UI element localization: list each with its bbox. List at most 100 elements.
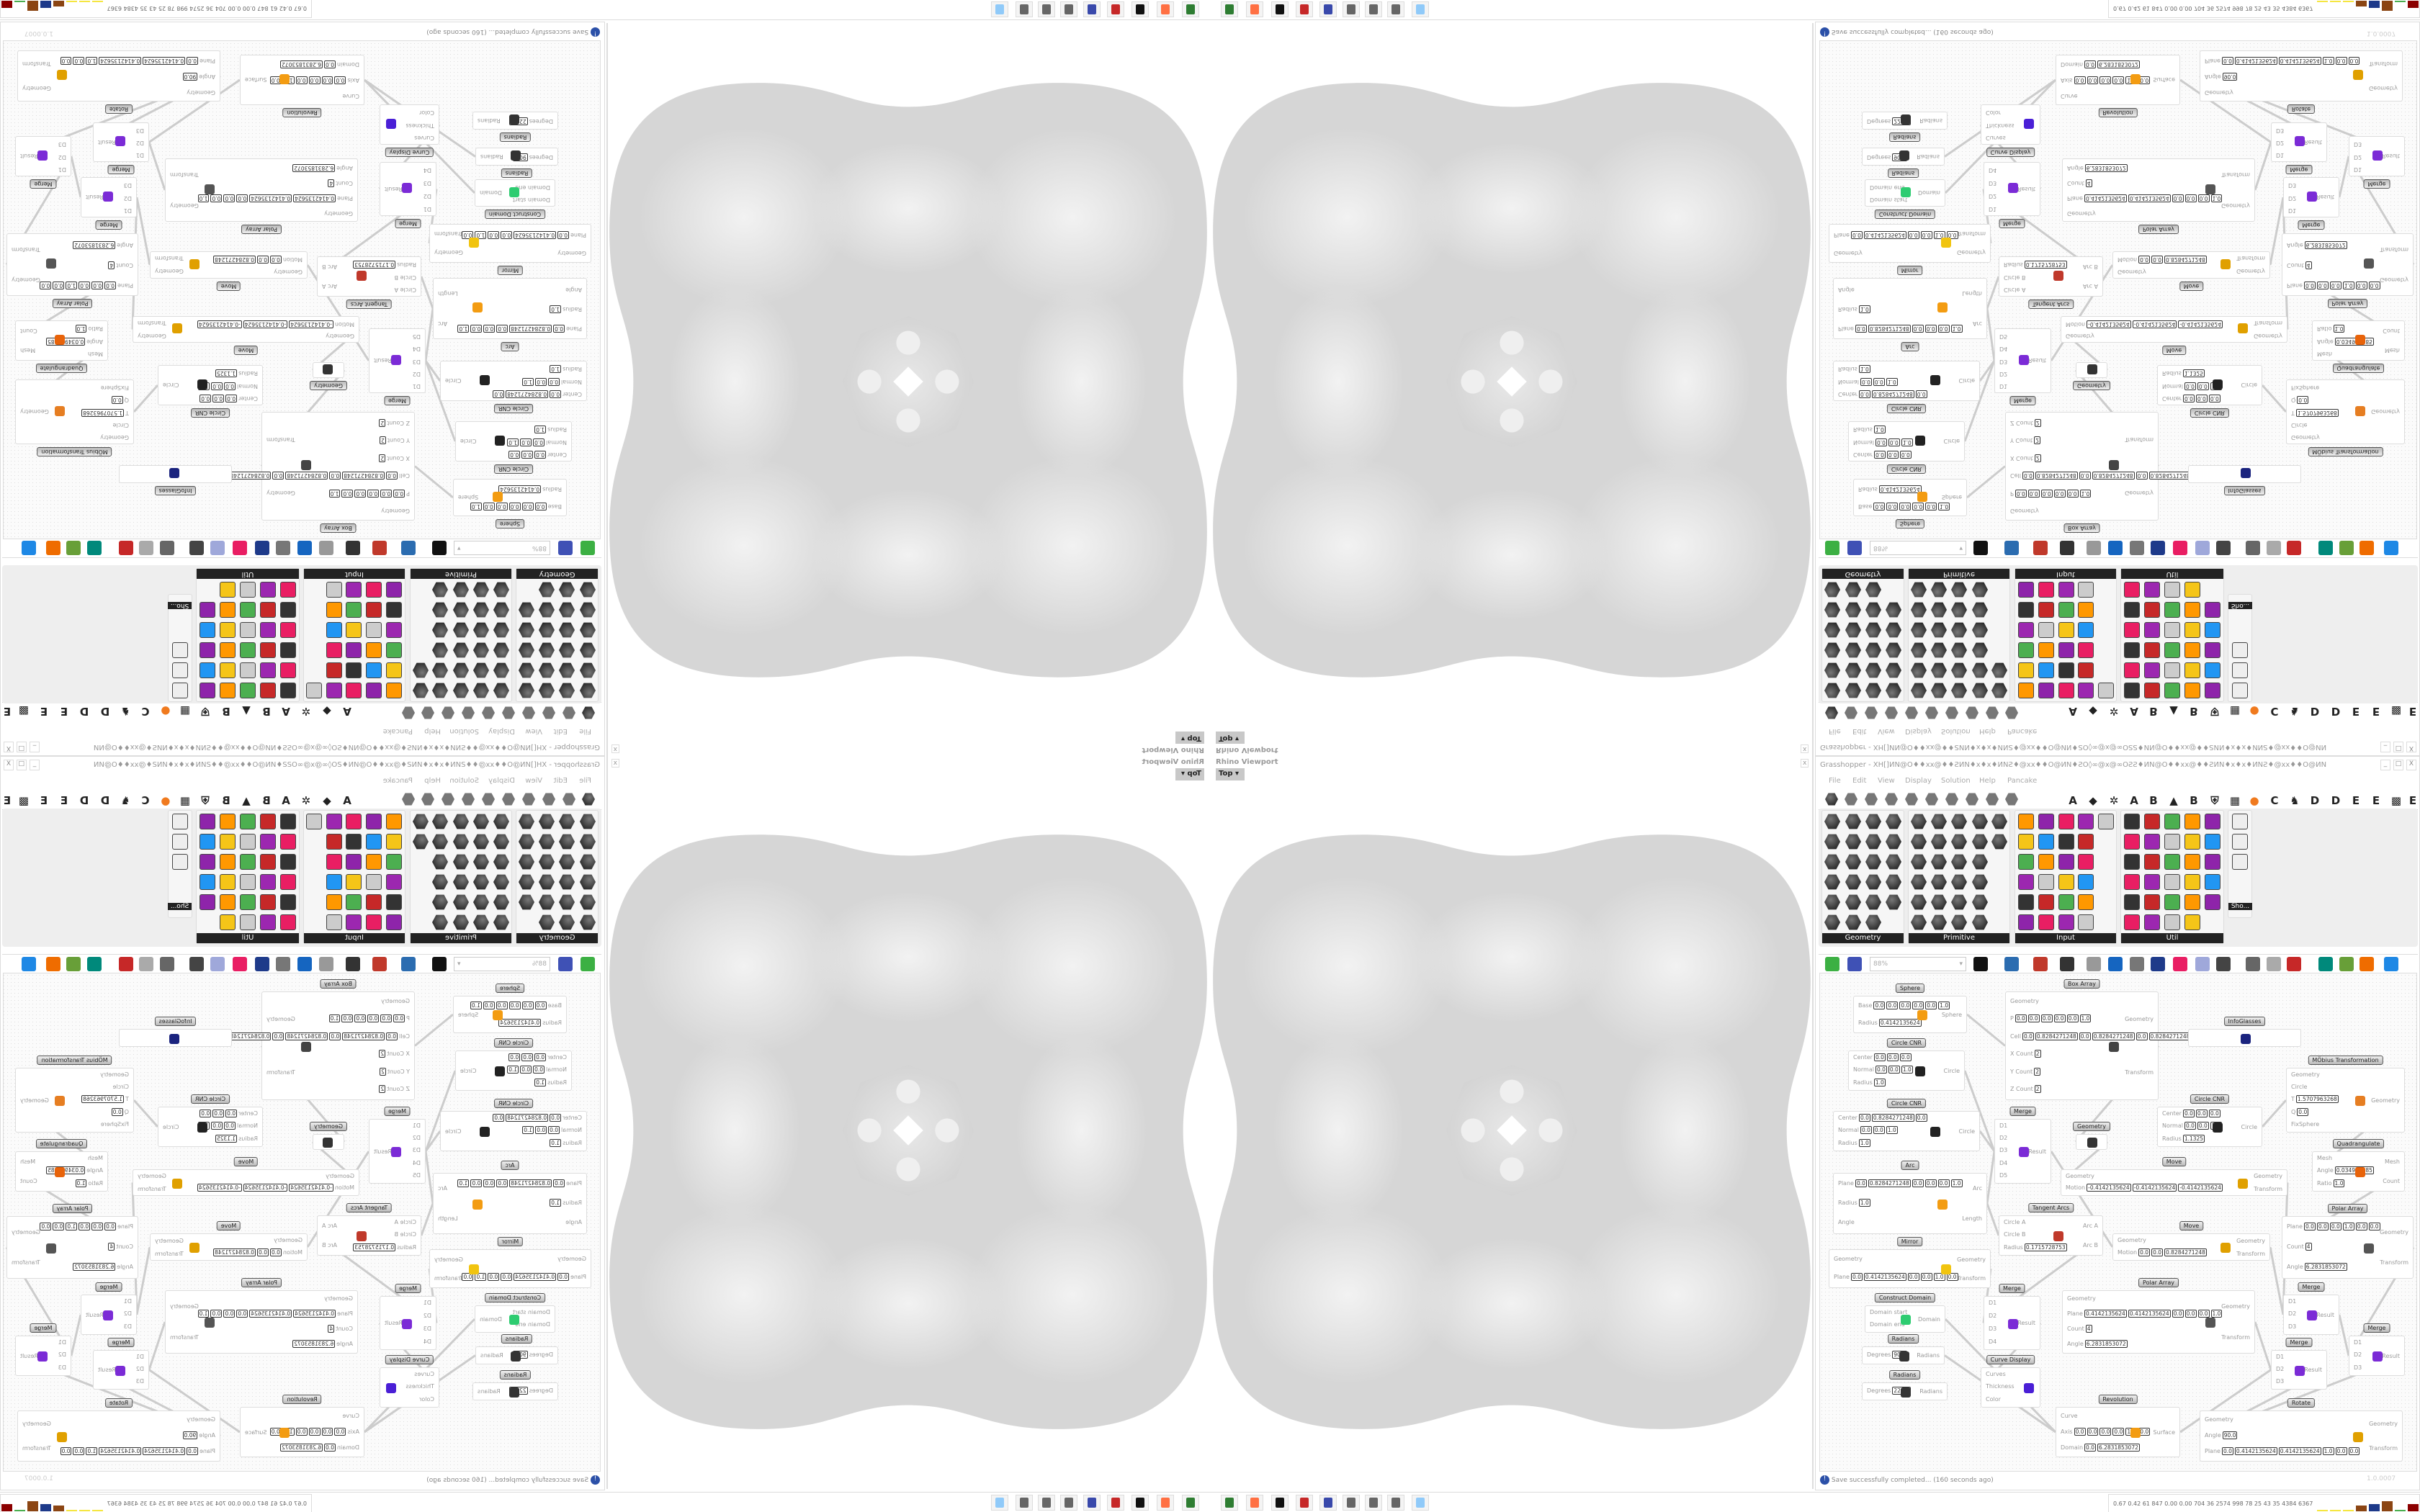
- save-icon[interactable]: [1847, 541, 1862, 555]
- value-field[interactable]: 0.4142135624: [293, 194, 336, 202]
- component-icon[interactable]: [559, 894, 575, 910]
- value-field[interactable]: 0.0: [1873, 377, 1885, 386]
- sets-tab-icon[interactable]: [1865, 706, 1878, 719]
- component-title[interactable]: Rotate: [2287, 104, 2316, 114]
- component-icon[interactable]: [519, 602, 534, 618]
- component-box-array[interactable]: Geometry P 0.0 0.0 0.0 0.0 0.0 1.0 Cell 0.0 0.8284…: [2005, 412, 2192, 521]
- component-icon[interactable]: [326, 814, 342, 829]
- component-icon[interactable]: [280, 894, 296, 910]
- tab-letter[interactable]: ⛨: [2210, 794, 2219, 807]
- value-field[interactable]: 0.0: [2221, 1447, 2233, 1456]
- minimize-button[interactable]: _: [30, 742, 40, 752]
- value-field[interactable]: 1.0: [1858, 305, 1870, 313]
- save-icon[interactable]: [558, 541, 573, 555]
- component-quadrangulate[interactable]: Mesh Angle 0.034906585 Ratio 1.0 Mesh Count: [2312, 320, 2405, 361]
- component-icon[interactable]: [1951, 894, 1967, 910]
- curve-tab-icon[interactable]: [1905, 793, 1918, 806]
- value-field[interactable]: 0.0: [200, 1110, 212, 1118]
- component-icon[interactable]: [2144, 602, 2160, 618]
- component-icon[interactable]: [280, 582, 296, 598]
- component-title[interactable]: Circle CNR: [190, 408, 230, 418]
- component-icon[interactable]: [240, 642, 256, 658]
- component-icon[interactable]: [260, 582, 276, 598]
- value-field[interactable]: 0.8284271248: [228, 472, 272, 480]
- bulb-icon[interactable]: [2195, 957, 2210, 971]
- component-icon[interactable]: [200, 894, 215, 910]
- value-field[interactable]: 0.8284271248: [506, 1114, 549, 1122]
- close-button[interactable]: X: [2406, 742, 2416, 752]
- component-icon[interactable]: [413, 814, 429, 829]
- tab-letter[interactable]: E: [2352, 705, 2360, 718]
- component-title[interactable]: Circle CNR: [190, 1094, 230, 1104]
- value-field[interactable]: 0.0: [2079, 1032, 2091, 1040]
- value-field[interactable]: 1.0: [1886, 1126, 1898, 1135]
- component-title[interactable]: Merge: [95, 220, 122, 230]
- value-field[interactable]: 0.0: [553, 1179, 565, 1187]
- value-field[interactable]: 0.0: [1875, 1066, 1887, 1074]
- component-title[interactable]: Rotate: [104, 104, 133, 114]
- image-icon[interactable]: [276, 957, 290, 971]
- component-merge[interactable]: D1 D2 D3 Result: [15, 136, 71, 176]
- red-box-icon[interactable]: [2287, 957, 2301, 971]
- tab-letter[interactable]: ♞: [2290, 794, 2300, 807]
- value-field[interactable]: 0.1715728753: [353, 1243, 396, 1251]
- value-field[interactable]: 0.4142135624: [2128, 1310, 2171, 1318]
- component-icon[interactable]: [1972, 894, 1988, 910]
- value-field[interactable]: 0.0: [225, 1110, 238, 1118]
- value-field[interactable]: 4: [328, 179, 335, 187]
- tab-letter[interactable]: ◆: [323, 794, 331, 807]
- component-icon[interactable]: [240, 894, 256, 910]
- component-icon[interactable]: [1865, 582, 1881, 598]
- display-tab-icon[interactable]: [402, 793, 415, 806]
- component-icon[interactable]: [1991, 814, 2007, 829]
- value-field[interactable]: 0.0: [2022, 472, 2034, 480]
- panel-label[interactable]: Input: [304, 569, 405, 579]
- value-field[interactable]: 0.1715728753: [353, 261, 396, 269]
- sphere-half-icon[interactable]: [2360, 541, 2374, 555]
- component-icon[interactable]: [1972, 662, 1988, 678]
- menu-help[interactable]: Help: [1979, 777, 1996, 785]
- value-field[interactable]: 0.8284271248: [2035, 1032, 2078, 1040]
- component-title[interactable]: Move: [216, 1221, 241, 1230]
- component-title[interactable]: Sphere: [1895, 984, 1925, 993]
- surface-tab-icon[interactable]: [1925, 793, 1938, 806]
- component-icon[interactable]: [453, 854, 469, 870]
- component-icon[interactable]: [580, 814, 596, 829]
- value-field[interactable]: 6.2831853072: [2097, 60, 2140, 69]
- value-field[interactable]: 0.8284271248: [509, 325, 552, 333]
- value-field[interactable]: 0.0: [2138, 1248, 2151, 1256]
- component-icon[interactable]: [2144, 683, 2160, 698]
- value-field[interactable]: 2: [380, 1067, 386, 1076]
- grasshopper-icon[interactable]: [1060, 1, 1077, 17]
- menu-display[interactable]: Display: [488, 727, 515, 735]
- menu-help[interactable]: Help: [424, 727, 441, 735]
- component-title[interactable]: Arc: [501, 342, 519, 351]
- value-field[interactable]: 1.0: [1938, 1001, 1950, 1009]
- component-icon[interactable]: [326, 683, 342, 698]
- value-field[interactable]: 0.0: [2184, 382, 2196, 390]
- value-field[interactable]: 0.0: [200, 394, 212, 402]
- value-field[interactable]: 1.5707963268: [81, 408, 125, 417]
- value-field[interactable]: 0.0: [212, 1110, 225, 1118]
- component-title[interactable]: Circle CNR: [493, 1038, 534, 1048]
- component-icon[interactable]: [1931, 894, 1947, 910]
- tab-letter[interactable]: ▩: [2390, 794, 2402, 807]
- menu-solution[interactable]: Solution: [1941, 727, 1971, 735]
- component-icon[interactable]: [1824, 662, 1840, 678]
- value-field[interactable]: 1.0: [522, 377, 534, 386]
- minimize-button[interactable]: _: [2380, 742, 2390, 752]
- value-field[interactable]: 0.4142135624: [1863, 231, 1906, 239]
- component-icon[interactable]: [366, 894, 382, 910]
- component-icon[interactable]: [580, 582, 596, 598]
- value-field[interactable]: 0.4142135624: [1878, 1018, 1922, 1027]
- panel-label[interactable]: Geometry: [516, 569, 598, 579]
- component-m-bius-transformation[interactable]: Geometry Circle T 1.5707963268 Q 0.0 FixSphere…: [2286, 1068, 2405, 1133]
- value-field[interactable]: 0.0: [2066, 1014, 2079, 1023]
- calculator-icon[interactable]: [991, 1, 1008, 17]
- component-icon[interactable]: [2078, 622, 2094, 638]
- component-icon[interactable]: [1845, 622, 1861, 638]
- intersect-tab-icon[interactable]: [442, 793, 454, 806]
- tab-letter[interactable]: E: [60, 705, 68, 718]
- component-icon[interactable]: [2124, 854, 2140, 870]
